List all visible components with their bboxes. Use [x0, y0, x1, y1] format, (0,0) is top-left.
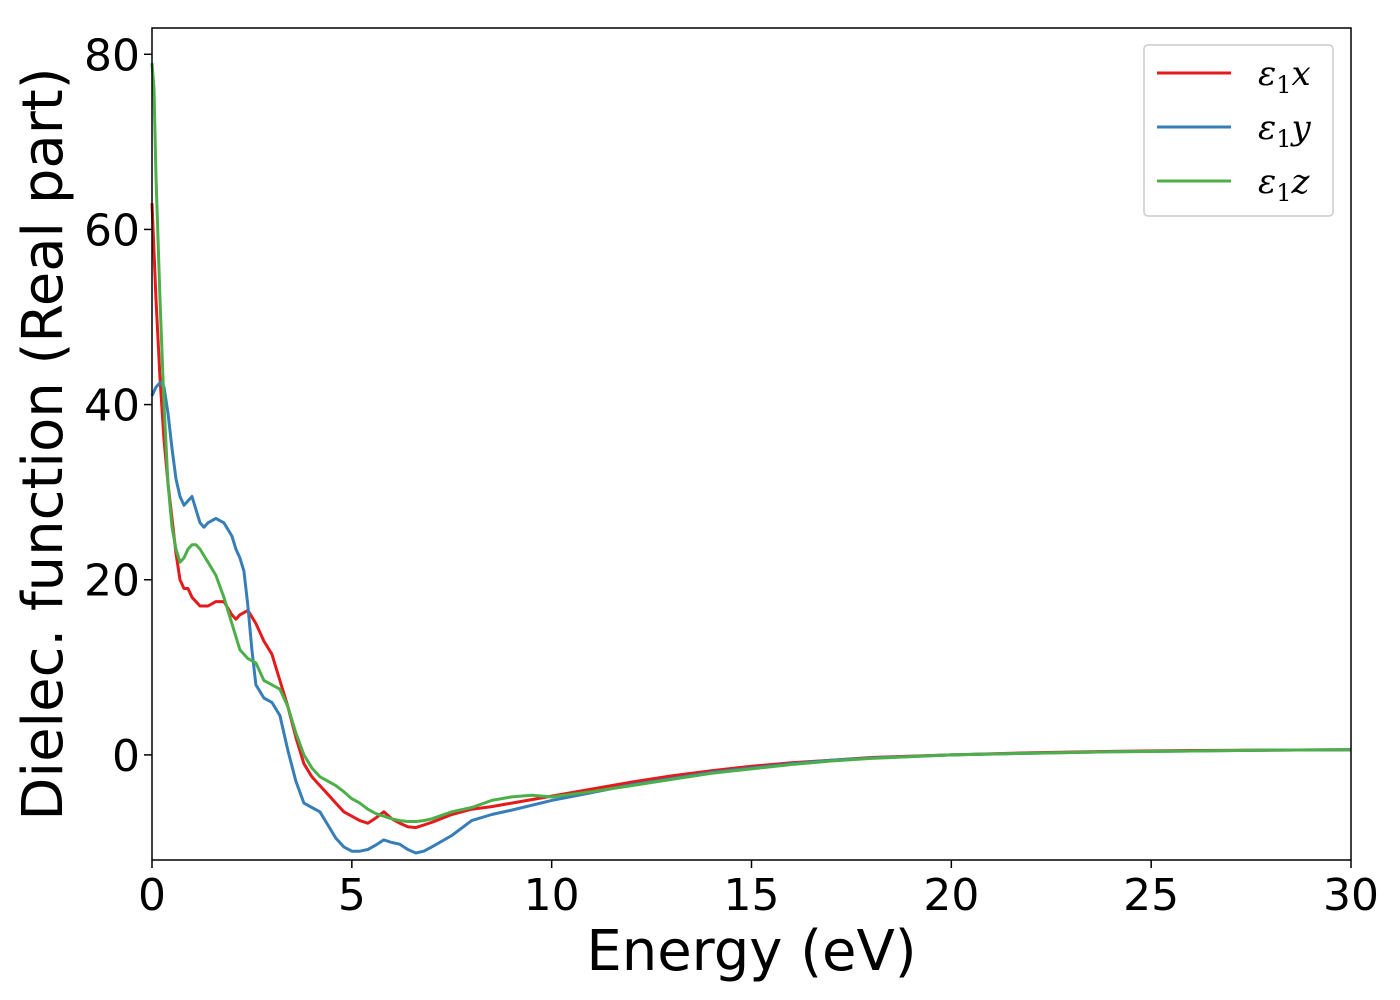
y-tick-label: 80 [84, 30, 140, 81]
series-line-x [150, 203, 1352, 830]
y-axis-label: Dielec. function (Real part) [11, 67, 76, 820]
y-tick-label: 60 [84, 205, 140, 256]
legend-label-base: ε [1258, 108, 1276, 148]
legend-label-subscript: 1 [1276, 71, 1291, 99]
legend-label-subscript: 1 [1276, 179, 1291, 207]
legend-label-z: ε1z [1258, 162, 1311, 207]
x-axis-ticks: 0 5 10 15 20 25 30 [138, 860, 1379, 921]
legend-label-y: ε1y [1258, 108, 1312, 153]
y-tick-label: 20 [84, 556, 140, 607]
x-tick-label: 15 [724, 870, 780, 921]
x-axis-label: Energy (eV) [586, 919, 916, 984]
x-tick-label: 20 [923, 870, 979, 921]
y-tick-label: 0 [112, 731, 140, 782]
legend-label-x: ε1x [1258, 54, 1311, 99]
x-tick-label: 0 [138, 870, 166, 921]
x-tick-label: 25 [1123, 870, 1179, 921]
y-axis-ticks: 0 20 40 60 80 [84, 30, 152, 782]
legend-label-base: ε [1258, 54, 1276, 94]
legend-label-subscript: 1 [1276, 125, 1291, 153]
x-tick-label: 5 [338, 870, 366, 921]
legend-label-variable: z [1291, 162, 1311, 202]
legend-label-variable: y [1290, 108, 1312, 148]
x-tick-label: 10 [524, 870, 580, 921]
x-tick-label: 30 [1323, 870, 1379, 921]
series-line-z [150, 62, 1352, 823]
legend-label-variable: x [1292, 54, 1311, 94]
series-layer [150, 62, 1352, 855]
legend-label-base: ε [1258, 162, 1276, 202]
y-tick-label: 40 [84, 381, 140, 432]
legend-box [1143, 44, 1334, 217]
